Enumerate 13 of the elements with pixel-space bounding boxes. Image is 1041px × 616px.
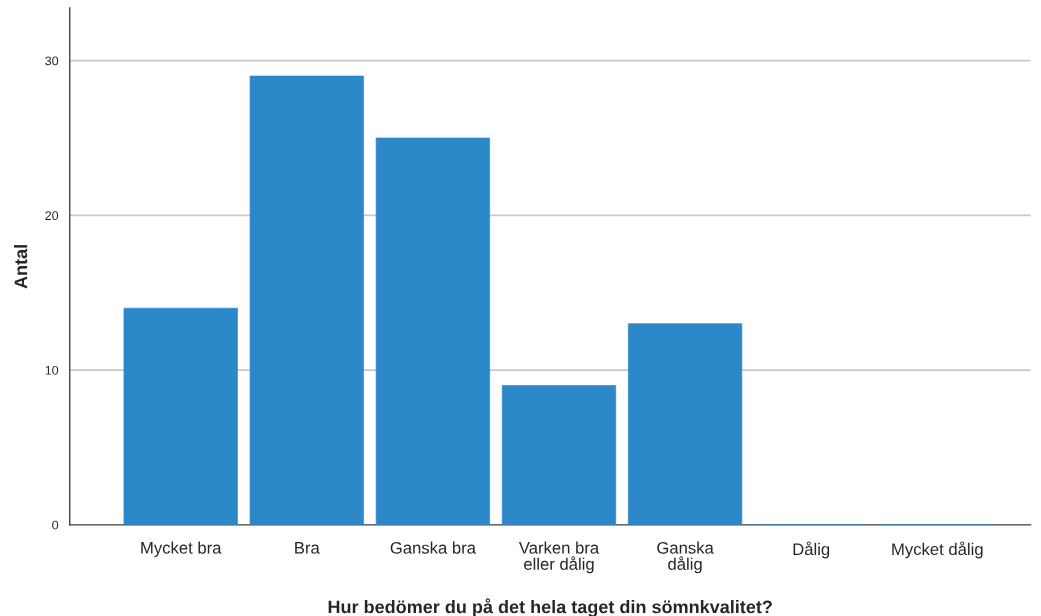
y-tick-label: 10 bbox=[45, 365, 59, 375]
y-tick-label: 20 bbox=[45, 211, 59, 221]
x-axis-title: Hur bedömer du på det hela taget din sömnkvalitet? bbox=[328, 598, 772, 616]
x-tick-label: Ganska bra bbox=[390, 541, 476, 554]
y-tick-label: 30 bbox=[45, 56, 59, 66]
x-tick-label: Mycket bra bbox=[141, 541, 222, 558]
x-tick-label: Varken bra eller dålig bbox=[518, 541, 600, 574]
x-tick-label: Bra bbox=[295, 542, 320, 554]
x-tick-label: Dålig bbox=[793, 541, 830, 559]
y-tick-label: 0 bbox=[52, 520, 59, 530]
x-tick-label: Ganska dålig bbox=[657, 541, 714, 574]
x-tick-label: Mycket dålig bbox=[892, 541, 983, 559]
y-axis-title: Antal bbox=[14, 245, 28, 289]
